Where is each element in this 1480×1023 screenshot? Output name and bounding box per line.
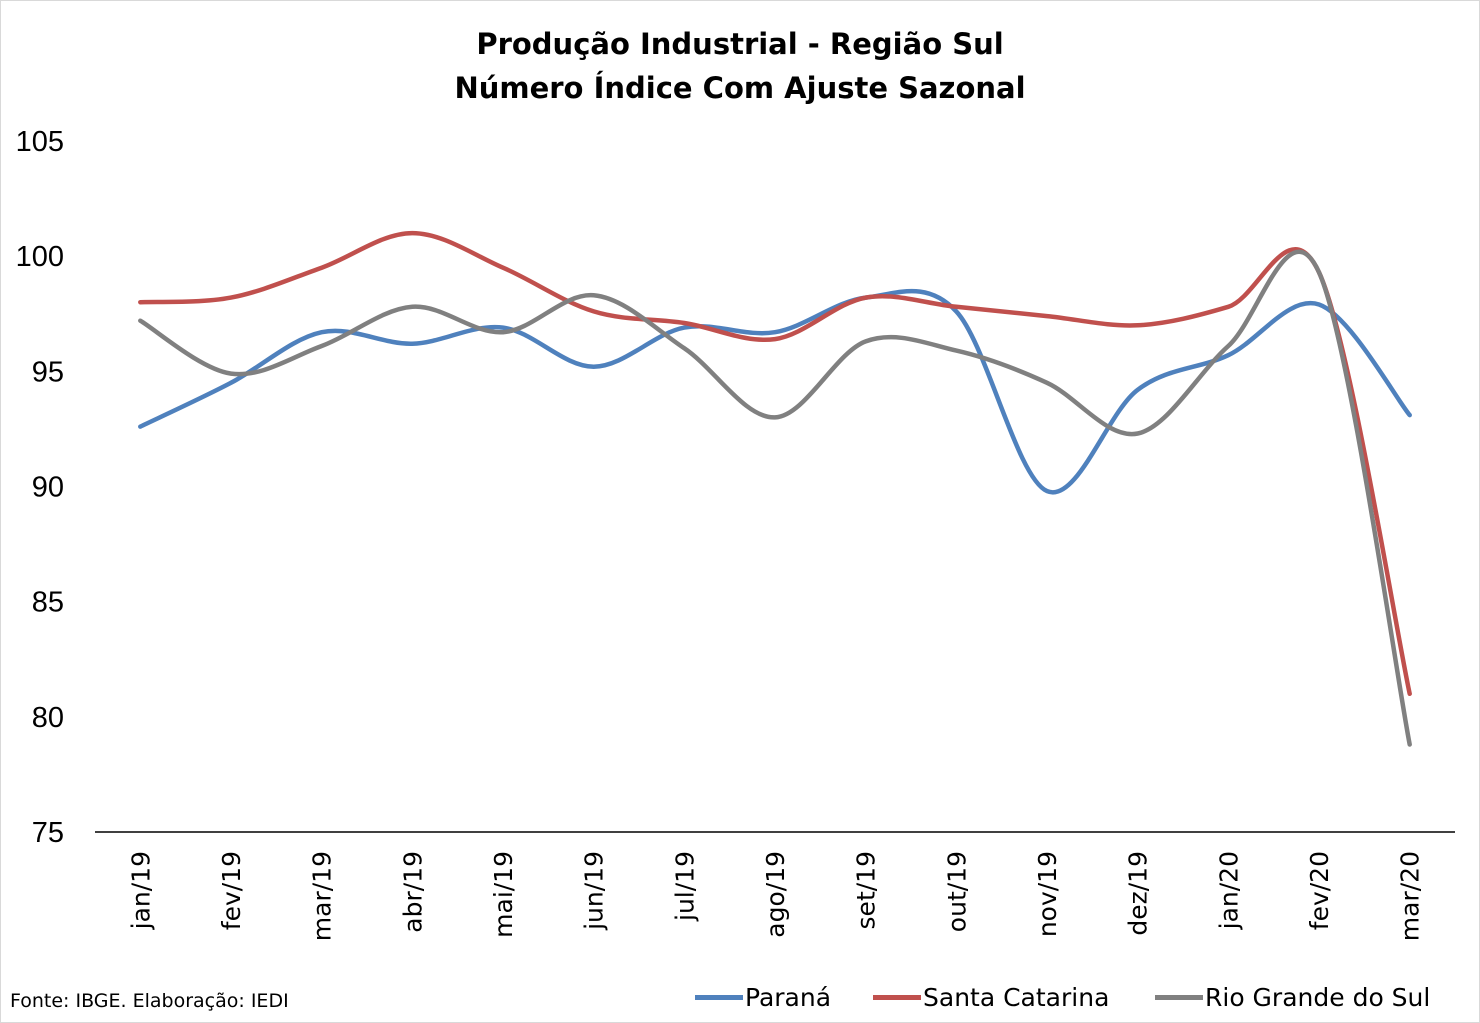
y-tick-label: 100 <box>16 241 64 273</box>
legend-label-santa-catarina: Santa Catarina <box>923 982 1110 1012</box>
chart-title-line1: Produção Industrial - Região Sul <box>476 27 1004 61</box>
y-tick-label: 105 <box>16 126 64 158</box>
x-tick-label: fev/19 <box>217 851 246 930</box>
legend-swatch-parana <box>695 994 743 1000</box>
x-tick-label: mar/20 <box>1396 851 1425 941</box>
x-tick-label: mar/19 <box>308 851 337 941</box>
series-lines <box>138 230 1412 747</box>
chart-title: Produção Industrial - Região Sul Número … <box>0 22 1480 110</box>
x-axis: jan/19 fev/19 mar/19 abr/19 mai/19 jun/19 jul/… <box>95 831 1455 941</box>
series-line-rio-grande-do-sul <box>138 249 1412 747</box>
legend-label-parana: Paraná <box>745 982 832 1012</box>
x-tick-label: jan/19 <box>126 851 155 930</box>
legend-item-rio-grande-do-sul: Rio Grande do Sul <box>1155 981 1430 1013</box>
x-tick-label: mai/19 <box>489 851 518 938</box>
legend-item-santa-catarina: Santa Catarina <box>873 981 1109 1013</box>
x-tick-label: jul/19 <box>670 851 699 922</box>
x-tick-label: jan/20 <box>1214 851 1243 930</box>
x-tick-label: abr/19 <box>398 851 427 933</box>
legend-swatch-rio-grande-do-sul <box>1155 994 1203 1000</box>
legend-label-rio-grande-do-sul: Rio Grande do Sul <box>1205 982 1431 1012</box>
legend-swatch-santa-catarina <box>873 994 921 1000</box>
y-tick-label: 90 <box>32 472 64 504</box>
legend-item-parana: Paraná <box>695 981 831 1013</box>
y-tick-label: 80 <box>32 702 64 734</box>
x-tick-label: nov/19 <box>1033 851 1062 937</box>
chart-title-line2: Número Índice Com Ajuste Sazonal <box>454 71 1026 105</box>
x-tick-label: fev/20 <box>1305 851 1334 930</box>
x-tick-label: jun/19 <box>580 851 609 931</box>
x-tick-label: set/19 <box>852 851 881 929</box>
x-tick-label: out/19 <box>942 851 971 932</box>
y-axis: 75 80 85 90 95 100 105 <box>16 126 64 849</box>
source-note: Fonte: IBGE. Elaboração: IEDI <box>10 990 289 1012</box>
x-tick-label: dez/19 <box>1124 851 1153 936</box>
y-tick-label: 75 <box>32 817 64 849</box>
x-tick-label: ago/19 <box>761 851 790 938</box>
series-line-parana <box>138 288 1412 495</box>
series-line-santa-catarina <box>138 230 1412 697</box>
y-tick-label: 85 <box>32 587 64 619</box>
y-tick-label: 95 <box>32 356 64 388</box>
